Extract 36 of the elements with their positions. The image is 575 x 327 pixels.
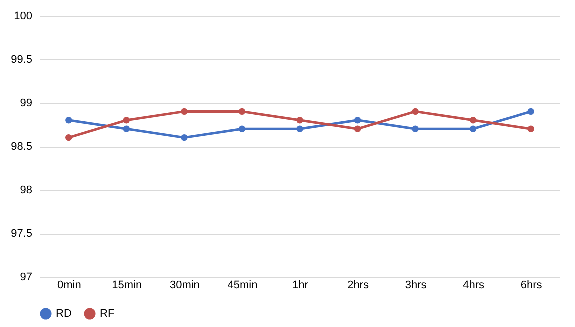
x-tick-label: 15min <box>112 280 142 292</box>
x-tick-label: 1hr <box>292 280 309 292</box>
point <box>354 117 362 124</box>
point <box>181 108 188 116</box>
y-tick-label: 97 <box>20 272 32 284</box>
y-tick-label: 98.5 <box>11 141 32 153</box>
x-tick-label: 6hrs <box>520 280 543 292</box>
x-tick-label: 45min <box>228 280 258 292</box>
point <box>181 134 188 142</box>
x-tick-label: 4hrs <box>463 280 486 292</box>
point <box>66 134 72 142</box>
point <box>528 126 534 132</box>
point <box>470 117 477 124</box>
x-tick-label: 30min <box>170 280 200 292</box>
point <box>66 117 72 124</box>
x-tick-label: 2hrs <box>348 280 370 292</box>
y-tick-label: 100 <box>14 10 32 22</box>
point <box>354 126 362 132</box>
point <box>238 108 246 116</box>
y-tick-label: 97.5 <box>11 228 32 240</box>
legend-label: RF <box>100 308 115 320</box>
point <box>528 108 534 116</box>
point <box>296 117 304 124</box>
point <box>123 126 130 132</box>
point <box>470 126 477 132</box>
point <box>412 108 419 116</box>
y-tick-label: 98 <box>20 184 32 196</box>
legend-label: RD <box>56 308 72 320</box>
point <box>123 117 130 124</box>
point <box>296 126 304 132</box>
y-tick-label: 99 <box>20 98 32 110</box>
point <box>412 126 419 132</box>
x-tick-label: 0min <box>57 280 82 292</box>
x-tick-label: 3hrs <box>405 280 428 292</box>
point <box>238 126 246 132</box>
y-tick-label: 99.5 <box>11 54 32 66</box>
